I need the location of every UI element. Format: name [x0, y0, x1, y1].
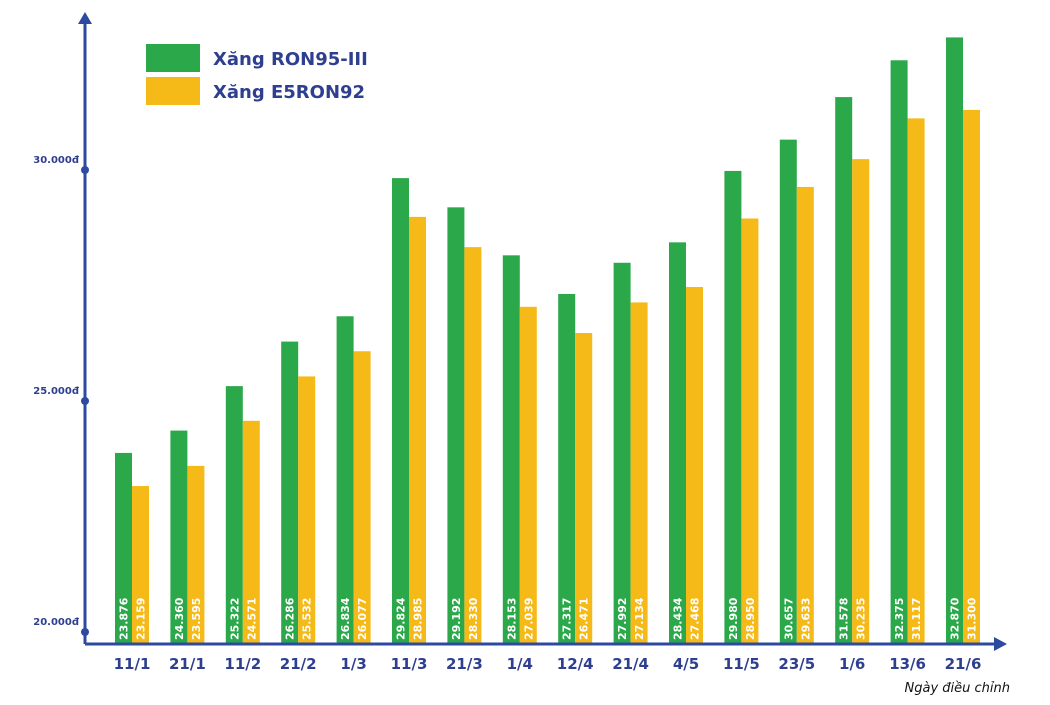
x-tick-label-9: 21/4	[612, 655, 649, 673]
value-label-ron95-5: 29.824	[395, 597, 408, 640]
value-label-e5ron92-4: 26.077	[356, 598, 369, 640]
labels: 23.876 23.159 11/1 24.360 23.595 21/1 25.322 24…	[114, 597, 982, 673]
value-label-ron95-11: 29.980	[727, 597, 740, 640]
bar-ron95-14	[890, 60, 908, 644]
value-label-ron95-10: 28.434	[672, 597, 685, 640]
value-label-e5ron92-14: 31.117	[910, 598, 923, 640]
value-label-e5ron92-9: 27.134	[633, 597, 646, 640]
legend-label-0: Xăng RON95-III	[213, 49, 368, 70]
value-label-ron95-12: 30.657	[782, 598, 795, 640]
value-label-ron95-3: 26.286	[284, 597, 297, 640]
bar-e5ron92-14	[907, 118, 925, 645]
y-tick-dot-2	[81, 166, 89, 174]
x-tick-label-7: 1/4	[507, 655, 533, 673]
y-tick-label-2: 30.000đ	[33, 155, 80, 166]
value-label-ron95-4: 26.834	[339, 597, 352, 640]
bar-ron95-3	[281, 341, 299, 644]
y-tick-dot-0	[81, 628, 89, 636]
value-label-e5ron92-8: 26.471	[578, 598, 591, 640]
value-label-ron95-15: 32.870	[949, 597, 962, 640]
value-label-ron95-9: 27.992	[616, 598, 629, 640]
value-label-e5ron92-0: 23.159	[135, 598, 148, 640]
x-tick-label-8: 12/4	[557, 655, 594, 673]
x-axis-arrow-icon	[994, 637, 1007, 651]
value-label-ron95-7: 28.153	[505, 598, 518, 640]
value-label-e5ron92-6: 28.330	[467, 597, 480, 640]
y-tick-label-1: 25.000đ	[33, 386, 80, 397]
value-label-e5ron92-3: 25.532	[301, 598, 314, 640]
y-axis-arrow-icon	[78, 12, 92, 24]
bar-e5ron92-4	[353, 351, 371, 644]
x-tick-label-11: 11/5	[723, 655, 760, 673]
x-tick-label-12: 23/5	[778, 655, 815, 673]
x-tick-label-10: 4/5	[673, 655, 699, 673]
bar-e5ron92-5	[409, 216, 426, 644]
legend-swatch-0	[146, 44, 200, 72]
bar-e5ron92-6	[464, 247, 482, 645]
value-label-e5ron92-1: 23.595	[190, 598, 203, 640]
bar-ron95-0	[115, 452, 132, 644]
bars	[115, 37, 980, 645]
value-label-ron95-0: 23.876	[118, 597, 131, 640]
bar-ron95-1	[170, 430, 188, 644]
bar-ron95-10	[669, 242, 686, 645]
bar-ron95-15	[946, 37, 963, 644]
value-label-ron95-14: 32.375	[893, 598, 906, 640]
bar-e5ron92-13	[852, 159, 870, 644]
x-tick-label-5: 11/3	[391, 655, 428, 673]
x-tick-label-1: 21/1	[169, 655, 206, 673]
x-tick-label-4: 1/3	[340, 655, 366, 673]
bar-ron95-13	[835, 97, 853, 645]
x-tick-label-6: 21/3	[446, 655, 483, 673]
x-tick-label-2: 11/2	[224, 655, 261, 673]
bar-e5ron92-8	[575, 333, 593, 644]
bar-ron95-9	[613, 262, 631, 644]
y-tick-dot-1	[81, 397, 89, 405]
x-tick-label-0: 11/1	[114, 655, 151, 673]
bar-e5ron92-0	[132, 486, 149, 644]
x-axis-title: Ngày điều chỉnh	[905, 681, 1010, 696]
value-label-e5ron92-10: 27.468	[689, 598, 702, 640]
y-tick-label-0: 20.000đ	[33, 617, 80, 628]
bar-ron95-2	[225, 386, 243, 644]
value-label-e5ron92-11: 28.950	[744, 597, 757, 640]
value-label-e5ron92-5: 28.985	[412, 598, 425, 640]
bar-e5ron92-10	[686, 286, 703, 644]
value-label-ron95-2: 25.322	[228, 598, 241, 640]
legend-label-1: Xăng E5RON92	[213, 82, 365, 103]
value-label-ron95-1: 24.360	[173, 597, 186, 640]
bar-ron95-11	[724, 170, 742, 644]
bar-e5ron92-1	[187, 465, 205, 644]
value-label-e5ron92-13: 30.235	[855, 598, 868, 640]
value-label-e5ron92-15: 31.300	[966, 597, 979, 640]
bar-ron95-12	[779, 139, 797, 644]
value-label-e5ron92-2: 24.571	[245, 598, 258, 640]
legend-swatch-1	[146, 77, 200, 105]
x-tick-label-15: 21/6	[945, 655, 982, 673]
bar-ron95-4	[336, 316, 354, 644]
value-label-e5ron92-7: 27.039	[522, 598, 535, 640]
bar-e5ron92-11	[741, 218, 759, 644]
bar-ron95-6	[447, 207, 465, 645]
bar-e5ron92-2	[242, 420, 260, 644]
value-label-ron95-8: 27.317	[561, 598, 574, 640]
bar-e5ron92-3	[298, 376, 316, 644]
bar-ron95-7	[502, 255, 520, 644]
axes: 20.000đ 25.000đ 30.000đ	[33, 12, 1007, 651]
x-tick-label-13: 1/6	[839, 655, 865, 673]
bar-ron95-8	[558, 293, 576, 644]
value-label-ron95-6: 29.192	[450, 598, 463, 640]
legend: Xăng RON95-III Xăng E5RON92	[146, 44, 368, 105]
value-label-ron95-13: 31.578	[838, 598, 851, 640]
bar-e5ron92-15	[963, 109, 980, 644]
value-label-e5ron92-12: 29.633	[799, 598, 812, 640]
bar-e5ron92-12	[796, 186, 814, 645]
x-tick-label-3: 21/2	[280, 655, 317, 673]
bar-ron95-5	[392, 178, 409, 644]
x-tick-label-14: 13/6	[889, 655, 926, 673]
bar-e5ron92-7	[519, 306, 537, 644]
bar-e5ron92-9	[630, 302, 648, 644]
